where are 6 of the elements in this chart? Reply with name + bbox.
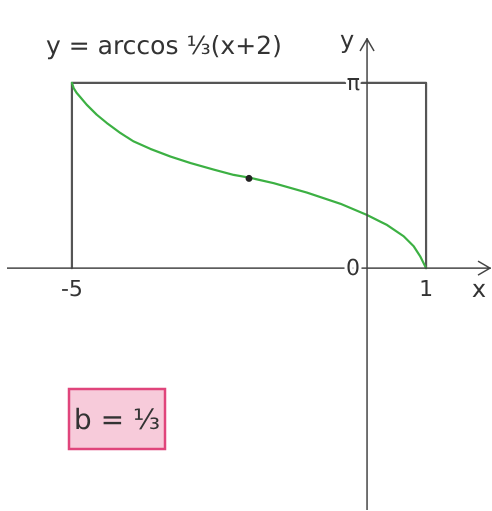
x-tick-label: 1: [419, 276, 434, 302]
chart-title: y = arccos ⅓(x+2): [46, 31, 282, 60]
y-axis-title: y: [340, 26, 354, 54]
annotation: b = ⅓: [74, 402, 160, 436]
x-tick-label: -5: [60, 276, 83, 302]
x-axis-title: x: [472, 275, 486, 304]
